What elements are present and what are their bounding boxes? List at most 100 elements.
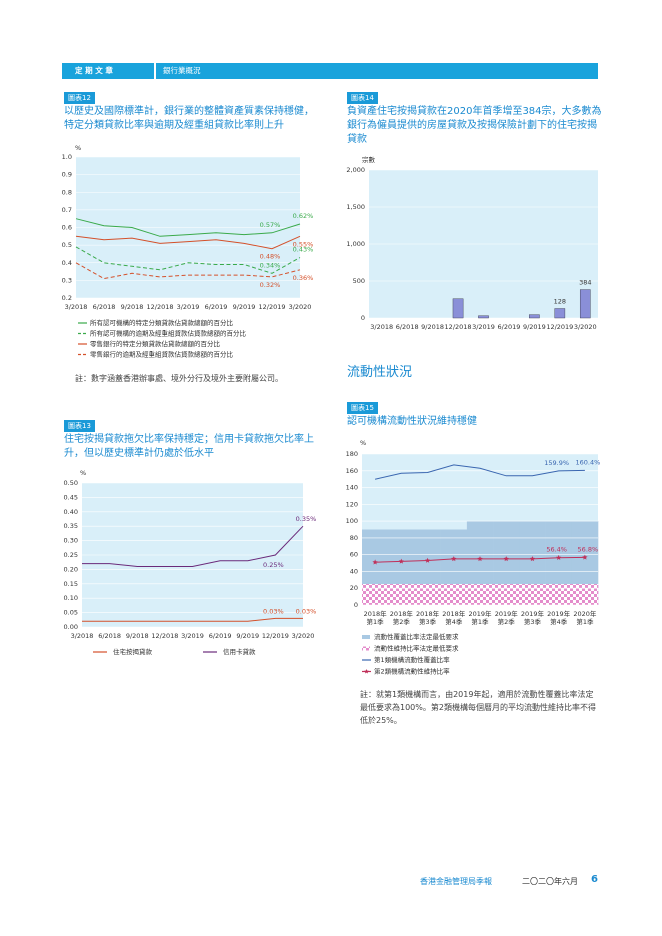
x-tick-label: 3/2019 (472, 323, 495, 331)
x-tick-label: 6/2019 (209, 632, 232, 640)
data-label: 0.43% (293, 245, 314, 253)
x-tick-label: 2019年 (468, 609, 492, 618)
y-tick-label: 0.10 (64, 594, 78, 602)
data-label: 0.25% (263, 561, 284, 569)
legend-label: 流動性覆蓋比率法定最低要求 (374, 632, 459, 641)
y-tick-label: 20 (350, 584, 358, 592)
x-tick-label: 9/2019 (236, 632, 259, 640)
x-tick-label: 第2季 (393, 617, 411, 626)
y-tick-label: 0.30 (64, 537, 78, 545)
bar (452, 298, 464, 319)
series-line (75, 246, 301, 274)
x-tick-label: 3/2018 (65, 303, 88, 311)
header-topic: 銀行業概況 (163, 65, 201, 75)
chart-title: 負資產住宅按揭貸款在2020年首季增至384宗，大多數為銀行為僱員提供的房屋貸款… (347, 106, 602, 145)
x-tick-label: 9/2018 (421, 323, 444, 331)
chart-label: 圖表13 (64, 420, 95, 432)
y-tick-label: 40 (350, 567, 358, 575)
legend-label: 信用卡貸款 (223, 647, 256, 656)
y-tick-label: 0.2 (62, 294, 72, 302)
legend-label: 流動性維持比率法定最低要求 (374, 644, 459, 653)
y-tick-label: 500 (353, 277, 365, 285)
x-tick-label: 12/2019 (546, 323, 573, 331)
x-tick-label: 2019年 (547, 609, 571, 618)
page-number: 6 (591, 874, 598, 885)
x-tick-label: 3/2018 (71, 632, 94, 640)
x-tick-label: 第1季 (367, 617, 385, 626)
marker (477, 556, 483, 562)
y-tick-label: 0.05 (64, 609, 78, 617)
data-label: 0.36% (293, 274, 314, 282)
y-axis-unit: % (75, 144, 81, 152)
y-tick-label: 0.35 (64, 522, 78, 530)
y-tick-label: 0.3 (62, 276, 72, 284)
legend-label: 所有認可機構的逾期及經重組貸款佔貸款總額的百分比 (90, 329, 247, 338)
x-tick-label: 第2季 (498, 617, 516, 626)
x-tick-label: 第1季 (576, 617, 594, 626)
section-title: 流動性狀況 (347, 365, 413, 380)
x-tick-label: 12/2018 (151, 632, 178, 640)
data-label: 384 (579, 279, 591, 287)
x-tick-label: 12/2019 (258, 303, 285, 311)
y-tick-label: 0.8 (62, 188, 72, 196)
marker (556, 554, 562, 560)
x-tick-label: 3/2020 (574, 323, 597, 331)
y-tick-label: 160 (346, 467, 358, 475)
y-axis-unit: % (80, 469, 86, 477)
data-label: 0.03% (263, 607, 284, 615)
x-tick-label: 2018年 (416, 609, 440, 618)
legend-label: 住宅按揭貸款 (113, 647, 153, 656)
legend-label: 第2類機構流動性維持比率 (374, 667, 450, 676)
y-tick-label: 0.25 (64, 551, 78, 559)
x-tick-label: 6/2018 (98, 632, 121, 640)
chart-label: 圖表12 (64, 92, 95, 104)
data-label: 0.35% (296, 515, 317, 523)
x-tick-label: 6/2019 (205, 303, 228, 311)
y-tick-label: 1.0 (62, 153, 72, 161)
area-band (414, 584, 441, 605)
bar (554, 308, 566, 319)
x-tick-label: 12/2018 (146, 303, 173, 311)
marker (582, 554, 588, 560)
chart-note: 註：就第1類機構而言，由2019年起，適用於流動性覆蓋比率法定最低要求為100%… (360, 690, 596, 725)
x-tick-label: 第4季 (445, 617, 463, 626)
x-tick-label: 3/2020 (289, 303, 312, 311)
bar (478, 315, 489, 319)
x-tick-label: 2018年 (442, 609, 466, 618)
y-tick-label: 0 (354, 601, 358, 609)
marker (398, 558, 404, 564)
series-line (82, 617, 303, 622)
x-tick-label: 9/2019 (233, 303, 256, 311)
y-tick-label: 1,000 (346, 240, 365, 248)
x-tick-label: 9/2018 (121, 303, 144, 311)
chart-label: 圖表14 (347, 92, 378, 104)
x-tick-label: 12/2018 (445, 323, 472, 331)
marker (372, 559, 378, 565)
legend-swatch (362, 646, 370, 651)
area-band (466, 584, 494, 605)
x-tick-label: 9/2018 (126, 632, 149, 640)
chart-title: 認可機構流動性狀況維持穩健 (347, 416, 477, 427)
y-tick-label: 0 (361, 314, 365, 322)
marker (503, 556, 509, 562)
x-tick-label: 6/2019 (498, 323, 521, 331)
x-tick-label: 2020年 (573, 609, 597, 618)
data-label: 0.48% (260, 253, 281, 261)
data-label: 0.57% (260, 221, 281, 229)
y-tick-label: 0.45 (64, 493, 78, 501)
x-tick-label: 2019年 (495, 609, 519, 618)
y-tick-label: 0.00 (64, 623, 78, 631)
data-label: 0.32% (260, 281, 281, 289)
x-tick-label: 2019年 (521, 609, 545, 618)
y-tick-label: 2,000 (346, 166, 365, 174)
x-tick-label: 9/2019 (523, 323, 546, 331)
footer-publication: 香港金融管理局季報 (420, 877, 492, 886)
chart-label: 圖表15 (347, 402, 378, 414)
data-label: 128 (554, 298, 566, 306)
x-tick-label: 第3季 (524, 617, 542, 626)
y-tick-label: 120 (346, 500, 358, 508)
legend-swatch (362, 635, 370, 639)
y-tick-label: 100 (346, 517, 358, 525)
marker (424, 557, 431, 563)
